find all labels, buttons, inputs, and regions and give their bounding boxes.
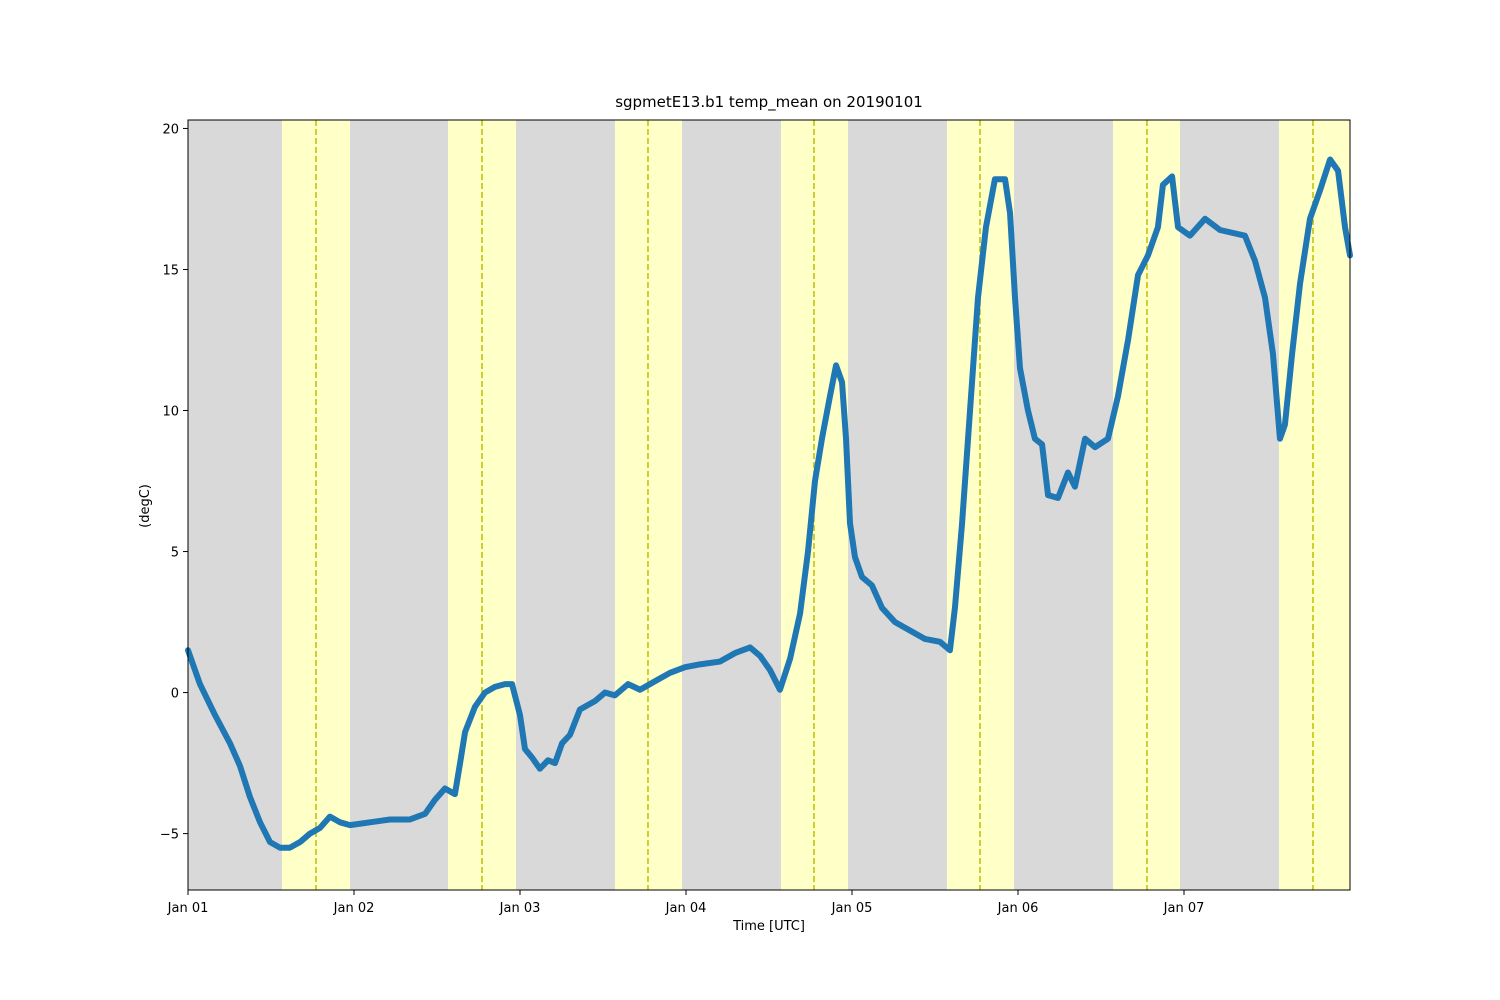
day-band [1112, 120, 1181, 890]
x-axis-label: Time [UTC] [732, 919, 805, 934]
y-tick-label: 10 [162, 405, 179, 420]
day-band [1278, 120, 1350, 890]
day-band [281, 120, 351, 890]
day-band [946, 120, 1015, 890]
day-band [614, 120, 683, 890]
x-tick-label: Jan 05 [831, 901, 873, 916]
x-tick-label: Jan 03 [499, 901, 541, 916]
y-tick-label: −5 [160, 828, 179, 843]
x-tick-label: Jan 02 [333, 901, 375, 916]
y-axis-label: (degC) [138, 484, 153, 528]
temperature-line [185, 156, 1353, 851]
y-tick-label: 15 [162, 263, 179, 278]
y-tick-label: 20 [162, 122, 179, 137]
plot-frame [187, 119, 1351, 891]
y-tick-label: 0 [171, 687, 179, 702]
chart-title: sgpmetE13.b1 temp_mean on 20190101 [615, 93, 923, 112]
x-tick-label: Jan 01 [167, 901, 209, 916]
y-tick-label: 5 [171, 546, 179, 561]
x-tick-label: Jan 07 [1163, 901, 1205, 916]
x-tick-label: Jan 04 [665, 901, 707, 916]
x-tick-label: Jan 06 [997, 901, 1039, 916]
